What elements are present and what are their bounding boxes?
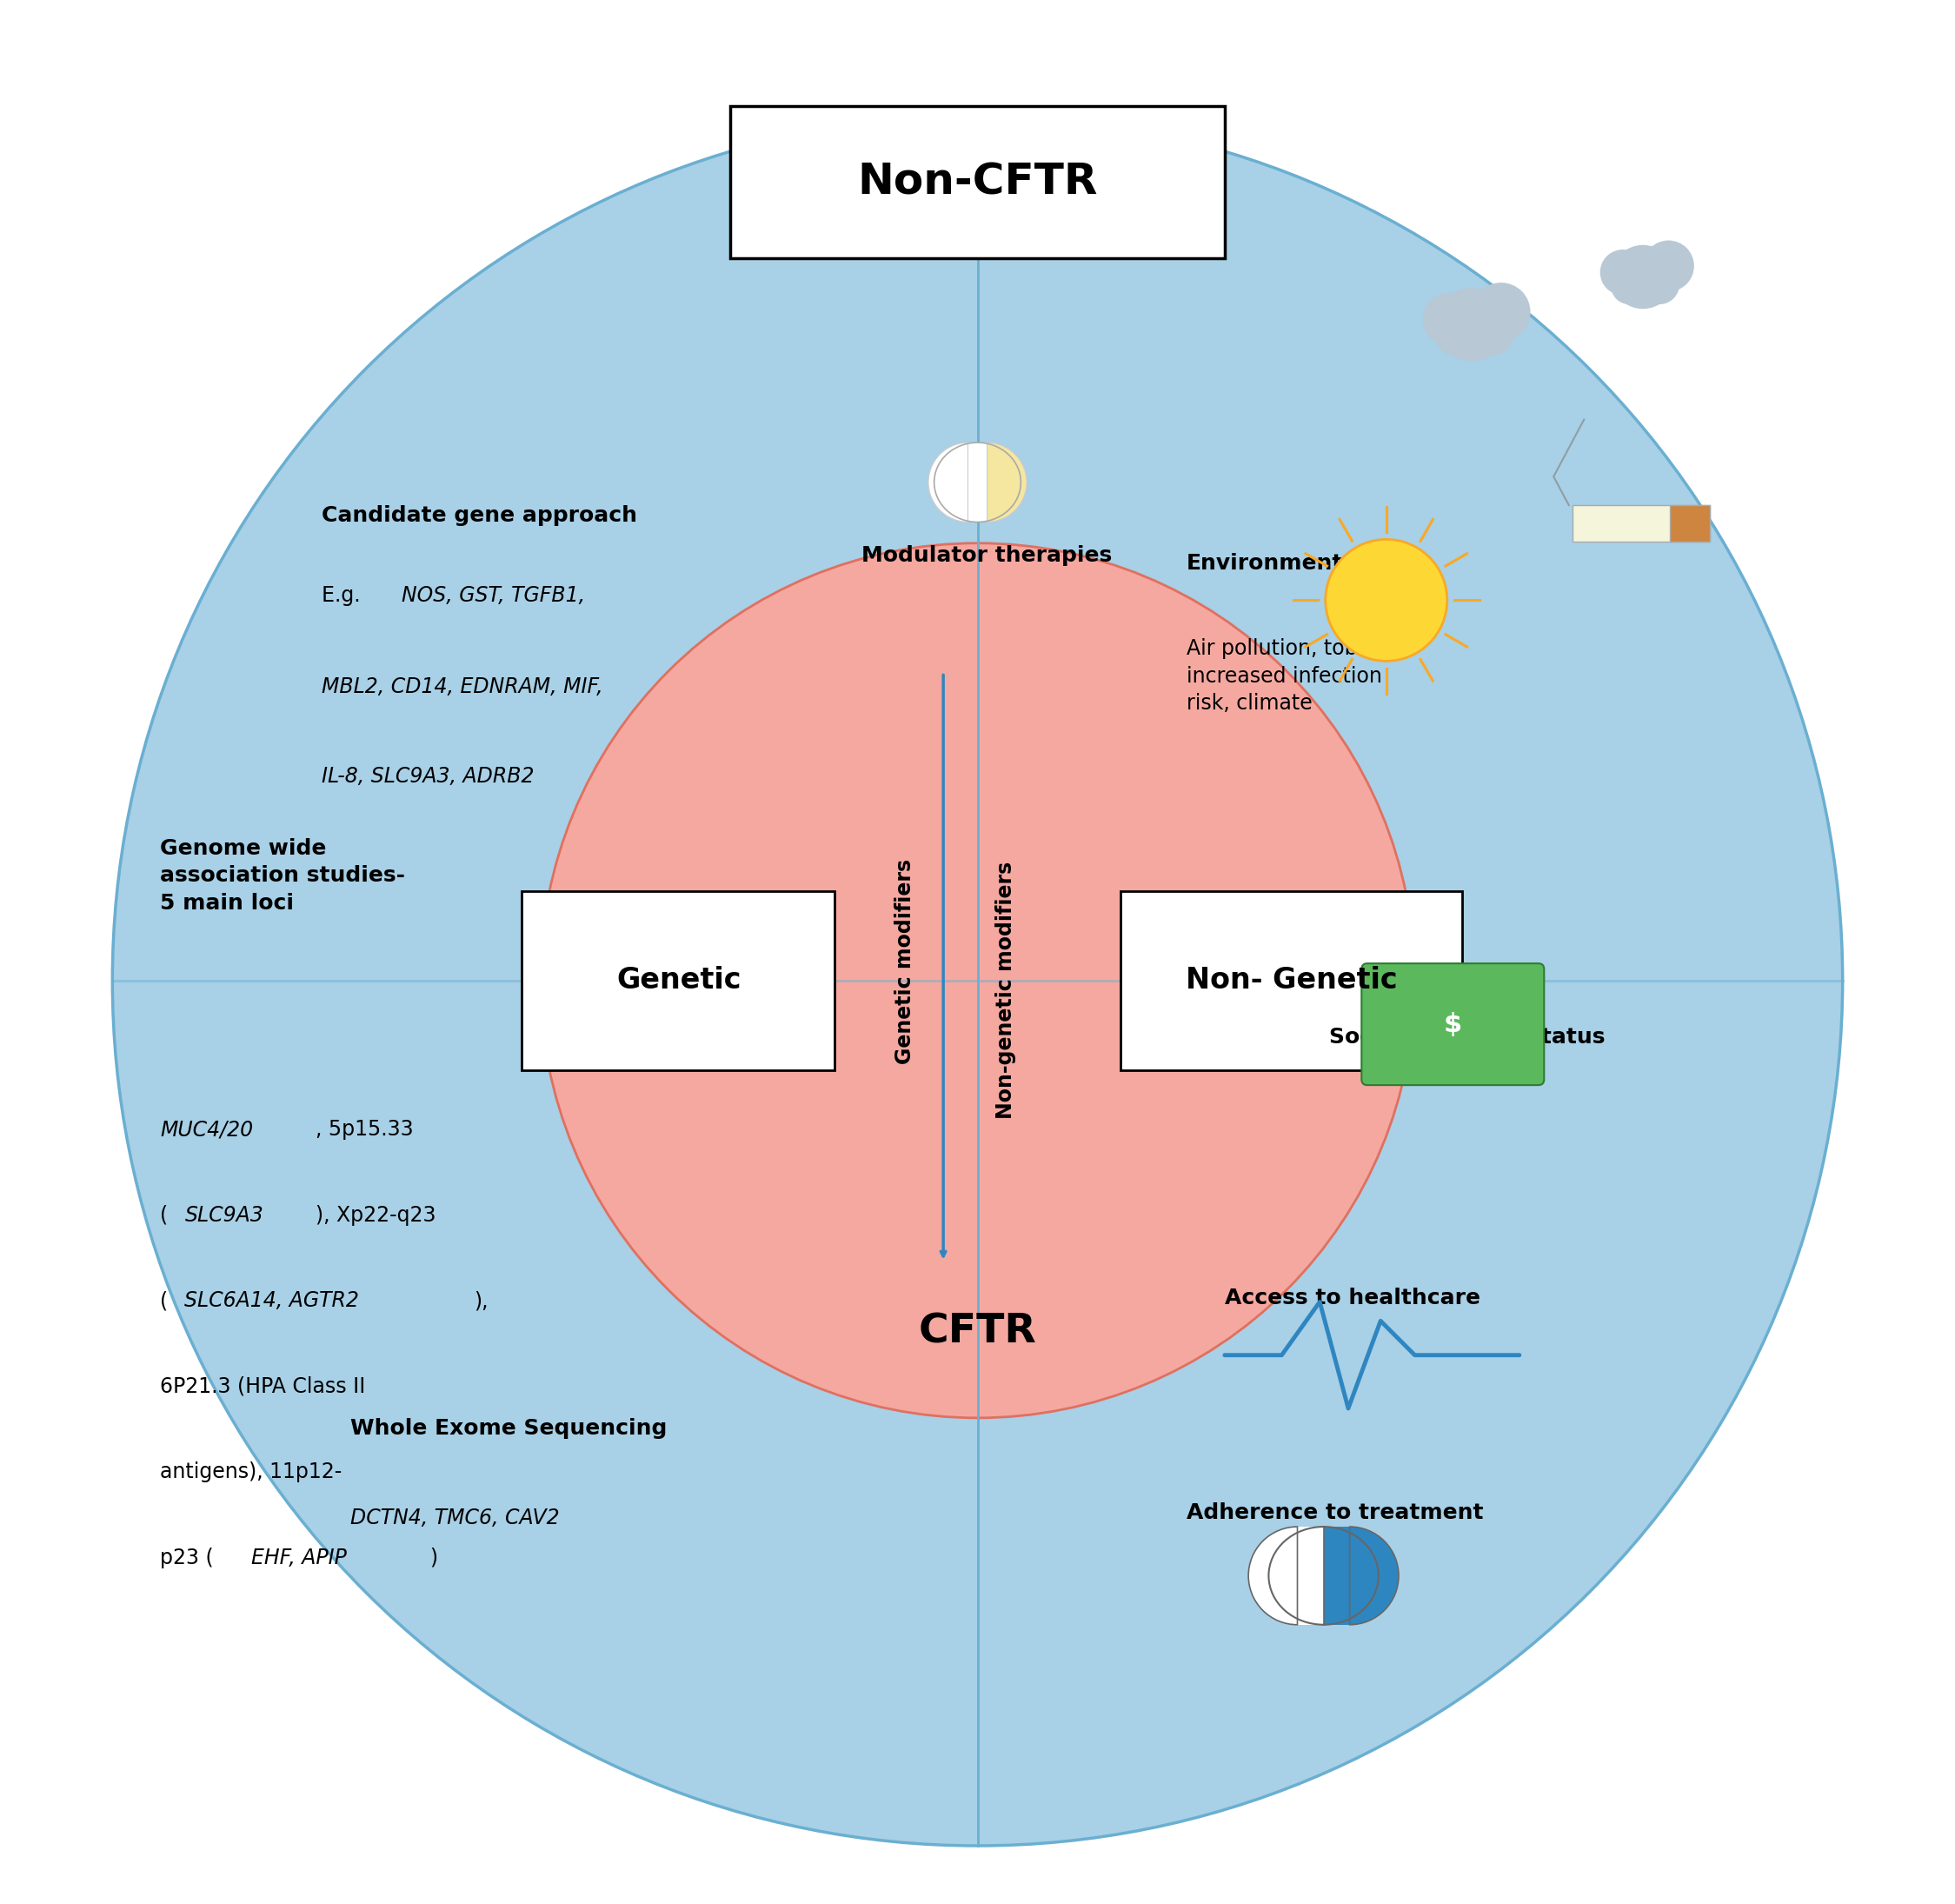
Text: antigens), 11p12-: antigens), 11p12- — [160, 1462, 342, 1483]
Circle shape — [111, 116, 1844, 1845]
Text: DCTN4, TMC6, CAV2: DCTN4, TMC6, CAV2 — [350, 1508, 559, 1529]
Text: Genome wide
association studies-
5 main loci: Genome wide association studies- 5 main … — [160, 838, 405, 914]
Text: Modulator therapies: Modulator therapies — [862, 545, 1112, 565]
Text: Air pollution, tobacco,
increased infection
risk, climate: Air pollution, tobacco, increased infect… — [1187, 638, 1412, 714]
Text: , 5p15.33: , 5p15.33 — [317, 1120, 414, 1140]
Bar — [1572, 505, 1709, 541]
Circle shape — [1423, 293, 1474, 345]
Text: Non-genetic modifiers: Non-genetic modifiers — [995, 861, 1017, 1120]
FancyBboxPatch shape — [1361, 963, 1544, 1085]
Text: MUC4/20: MUC4/20 — [160, 1120, 252, 1140]
Text: EHF, APIP: EHF, APIP — [250, 1548, 346, 1569]
Text: Socio-economic status: Socio-economic status — [1329, 1026, 1605, 1047]
Text: CFTR: CFTR — [919, 1312, 1036, 1352]
Text: Environmental: Environmental — [1187, 552, 1367, 573]
Bar — [968, 442, 987, 522]
Bar — [1298, 1527, 1349, 1624]
Text: p23 (: p23 ( — [160, 1548, 213, 1569]
Circle shape — [1468, 310, 1513, 356]
Circle shape — [1599, 249, 1646, 295]
Circle shape — [1642, 240, 1695, 291]
Text: (: ( — [160, 1205, 168, 1226]
Wedge shape — [929, 442, 968, 522]
Bar — [1670, 505, 1709, 541]
Text: SLC6A14, AGTR2: SLC6A14, AGTR2 — [184, 1291, 360, 1312]
Wedge shape — [1249, 1527, 1298, 1624]
Circle shape — [1611, 246, 1675, 308]
Text: IL-8, SLC9A3, ADRB2: IL-8, SLC9A3, ADRB2 — [321, 765, 534, 786]
Text: MBL2, CD14, EDNRAM, MIF,: MBL2, CD14, EDNRAM, MIF, — [321, 676, 602, 697]
Text: Access to healthcare: Access to healthcare — [1224, 1287, 1480, 1308]
Circle shape — [1611, 268, 1648, 305]
Text: NOS, GST, TGFB1,: NOS, GST, TGFB1, — [401, 585, 585, 605]
FancyBboxPatch shape — [1120, 891, 1462, 1070]
Text: ): ) — [430, 1548, 438, 1569]
Circle shape — [1640, 265, 1679, 305]
Text: SLC9A3: SLC9A3 — [184, 1205, 264, 1226]
Text: Candidate gene approach: Candidate gene approach — [321, 505, 637, 526]
Text: Non-CFTR: Non-CFTR — [858, 162, 1097, 202]
Text: $: $ — [1443, 1011, 1462, 1038]
Text: Adherence to treatment: Adherence to treatment — [1187, 1502, 1484, 1523]
Text: Genetic: Genetic — [616, 965, 741, 996]
Text: Non- Genetic: Non- Genetic — [1185, 965, 1398, 996]
Text: Genetic modifiers: Genetic modifiers — [895, 859, 915, 1064]
Circle shape — [1435, 288, 1509, 362]
Text: (: ( — [160, 1291, 168, 1312]
Text: E.g.: E.g. — [321, 585, 368, 605]
FancyBboxPatch shape — [731, 107, 1224, 257]
Circle shape — [1435, 314, 1478, 356]
Bar — [1324, 1527, 1349, 1624]
Circle shape — [1325, 539, 1447, 661]
Circle shape — [1472, 282, 1531, 341]
Text: Whole Exome Sequencing: Whole Exome Sequencing — [350, 1418, 667, 1439]
Text: 6P21.3 (HPA Class II: 6P21.3 (HPA Class II — [160, 1377, 366, 1398]
FancyBboxPatch shape — [522, 891, 835, 1070]
Wedge shape — [987, 442, 1026, 522]
Wedge shape — [1349, 1527, 1398, 1624]
Text: ),: ), — [473, 1291, 489, 1312]
Circle shape — [540, 543, 1415, 1418]
Text: ), Xp22-q23: ), Xp22-q23 — [317, 1205, 436, 1226]
